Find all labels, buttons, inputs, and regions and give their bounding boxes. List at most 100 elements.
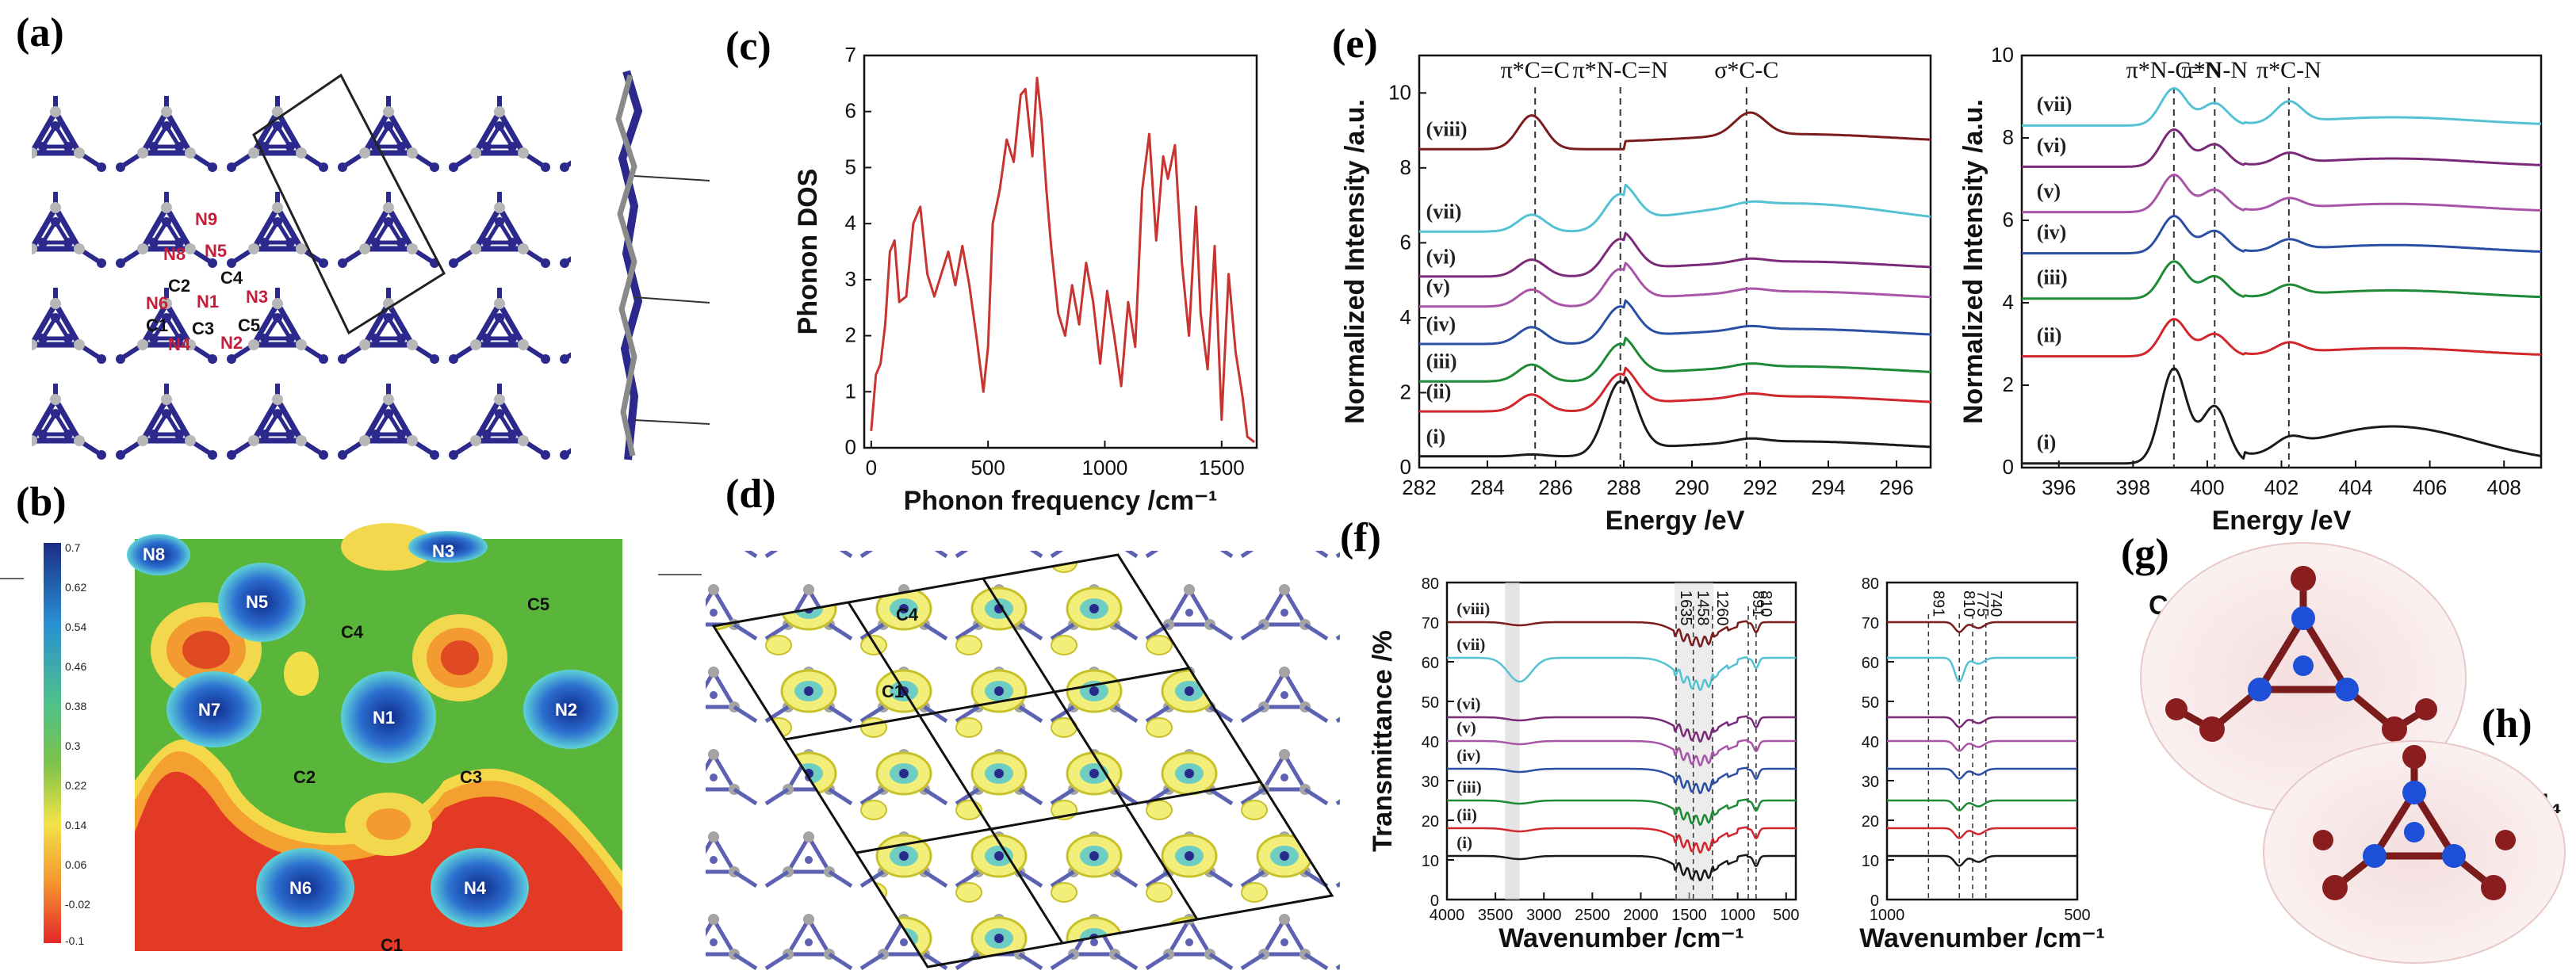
y-tick-label: 0 xyxy=(2003,455,2014,479)
ftir-zoom-chart: 1000 500 0 10 20 30 40 50 60 70 80 Wavenumber /cm⁻¹… xyxy=(1859,575,2105,953)
map-label-c5: C5 xyxy=(527,594,549,614)
panel-e: (e) 282 284 286 288 290 292 294 2960246810Energ… xyxy=(1332,21,2543,536)
peak-label: 1260 xyxy=(1713,590,1731,626)
panel-f-label: (f) xyxy=(1340,515,1381,560)
spectrum-line xyxy=(1419,183,1931,233)
y-tick-label: 10 xyxy=(1422,853,1439,870)
ftir-spectrum-line xyxy=(1447,620,1796,648)
x-tick-label: 1000 xyxy=(1870,907,1905,924)
x-tick-label: 1000 xyxy=(1082,456,1128,479)
nexafs-c-edge-chart: 282 284 286 288 290 292 294 296 0 2 4 6 8 10 Energy /e… xyxy=(1340,54,1932,536)
x-tick-label: 282 xyxy=(1402,476,1436,499)
ftir-zoom-line xyxy=(1887,827,2077,839)
y-tick-label: 50 xyxy=(1422,694,1439,712)
y-tick-label: 20 xyxy=(1862,813,1879,831)
y-tick-label: 3 xyxy=(845,267,856,291)
iso-label-c1: C1 xyxy=(882,682,904,701)
colorbar xyxy=(44,543,61,943)
colorbar-tick: 0.7 xyxy=(65,541,81,554)
y-tick-label: 10 xyxy=(1991,43,2014,67)
y-tick-label: 0 xyxy=(1400,455,1411,479)
supercell-grid xyxy=(711,553,1334,968)
nexafs-n-edge-chart: 396 398 400 402 404 406 408 0 2 4 6 8 10 Energy /eV No… xyxy=(1958,43,2543,536)
map-label-n5: N5 xyxy=(246,592,268,612)
peak-annotation: σ*C-C xyxy=(1714,57,1778,83)
peak-annotation: π*C-N xyxy=(2256,57,2321,83)
peak-label: 810 xyxy=(1960,590,1977,617)
y-tick-label: 4 xyxy=(845,211,856,235)
ftir-zoom-line xyxy=(1887,621,2077,633)
x-tick-label: 0 xyxy=(866,456,877,479)
colorbar-tick: 0.14 xyxy=(65,819,86,831)
spectrum-line xyxy=(2022,260,2542,300)
phonon-dos-chart: 0 500 1000 1500 0 1 2 3 4 5 6 7 Phonon frequency /cm… xyxy=(793,43,1258,516)
atom-label-n2: N2 xyxy=(220,333,243,353)
series-label: (iii) xyxy=(1426,350,1457,373)
x-tick-label: 296 xyxy=(1879,476,1913,499)
y-tick-label: 0 xyxy=(845,435,856,459)
y-axis-label: Transmittance /% xyxy=(1368,630,1398,852)
series-label: (v) xyxy=(2037,179,2061,202)
y-tick-label: 5 xyxy=(845,155,856,178)
colorbar-tick: 0.3 xyxy=(65,739,81,752)
atom-label-n1: N1 xyxy=(197,292,219,311)
colorbar-tick: -0.02 xyxy=(65,898,90,911)
atom-label-c5: C5 xyxy=(238,315,260,335)
panel-e-label: (e) xyxy=(1332,21,1378,67)
atom-label-n6: N6 xyxy=(146,293,168,313)
x-tick-label: 1500 xyxy=(1671,907,1707,924)
y-tick-label: 30 xyxy=(1422,774,1439,791)
y-tick-label: 0 xyxy=(1870,892,1879,910)
spectrum-line xyxy=(1419,376,1931,458)
y-tick-label: 70 xyxy=(1422,615,1439,632)
x-tick-label: 1000 xyxy=(1720,907,1755,924)
y-tick-label: 60 xyxy=(1862,655,1879,672)
plot-frame xyxy=(863,54,1258,449)
series-label: (iv) xyxy=(2037,220,2067,243)
series-label: (viii) xyxy=(1456,599,1490,618)
peak-annotation: π*C=C xyxy=(1501,57,1570,83)
spectrum-line xyxy=(1419,299,1931,346)
plot-frame xyxy=(2020,54,2543,469)
ftir-zoom-line xyxy=(1887,767,2077,780)
peak-annotation: π*N-N xyxy=(2182,57,2248,83)
x-tick-label: 288 xyxy=(1606,476,1640,499)
x-tick-label: 406 xyxy=(2413,476,2447,499)
series-label: (iii) xyxy=(1456,777,1482,797)
colorbar-tick: 0.54 xyxy=(65,621,86,633)
cn-lattice-top-view xyxy=(32,83,571,464)
y-tick-label: 60 xyxy=(1422,655,1439,672)
x-tick-label: 500 xyxy=(2064,907,2090,924)
series-label: (ii) xyxy=(2037,323,2062,346)
colorbar-tick: -0.1 xyxy=(65,934,84,947)
colorbar-tick: 0.38 xyxy=(65,700,86,712)
y-tick-label: 80 xyxy=(1862,575,1879,593)
y-tick-label: 8 xyxy=(2003,125,2014,149)
map-label-n2: N2 xyxy=(555,700,577,720)
x-tick-label: 404 xyxy=(2338,476,2372,499)
series-label: (viii) xyxy=(1426,118,1468,141)
x-tick-label: 500 xyxy=(970,456,1005,479)
ftir-spectrum-line xyxy=(1447,854,1796,881)
y-axis-label: Phonon DOS xyxy=(793,169,823,335)
spectrum-line xyxy=(2022,128,2542,168)
y-tick-label: 6 xyxy=(2003,208,2014,231)
spectrum-line xyxy=(1419,231,1931,278)
series-label: (i) xyxy=(1456,833,1472,852)
charge-isosurface xyxy=(714,555,1332,967)
x-axis-label: Phonon frequency /cm⁻¹ xyxy=(904,486,1218,516)
atom-label-c4: C4 xyxy=(220,268,243,288)
y-tick-label: 7 xyxy=(845,43,856,67)
map-label-n1: N1 xyxy=(373,708,395,728)
colorbar-tick: 0.06 xyxy=(65,858,86,871)
ftir-spectrum-line xyxy=(1447,655,1796,691)
peak-annotation: π*N-C=N xyxy=(2126,57,2222,83)
y-tick-label: 80 xyxy=(1422,575,1439,593)
y-tick-label: 1 xyxy=(845,379,856,403)
x-tick-label: 284 xyxy=(1470,476,1504,499)
map-label-n7: N7 xyxy=(198,700,220,720)
panel-f: (f) 4000 3500 3000 2500 2000 1500 1000 50001020… xyxy=(1340,515,2105,953)
y-tick-label: 4 xyxy=(2003,290,2014,314)
series-label: (ii) xyxy=(1426,380,1452,403)
